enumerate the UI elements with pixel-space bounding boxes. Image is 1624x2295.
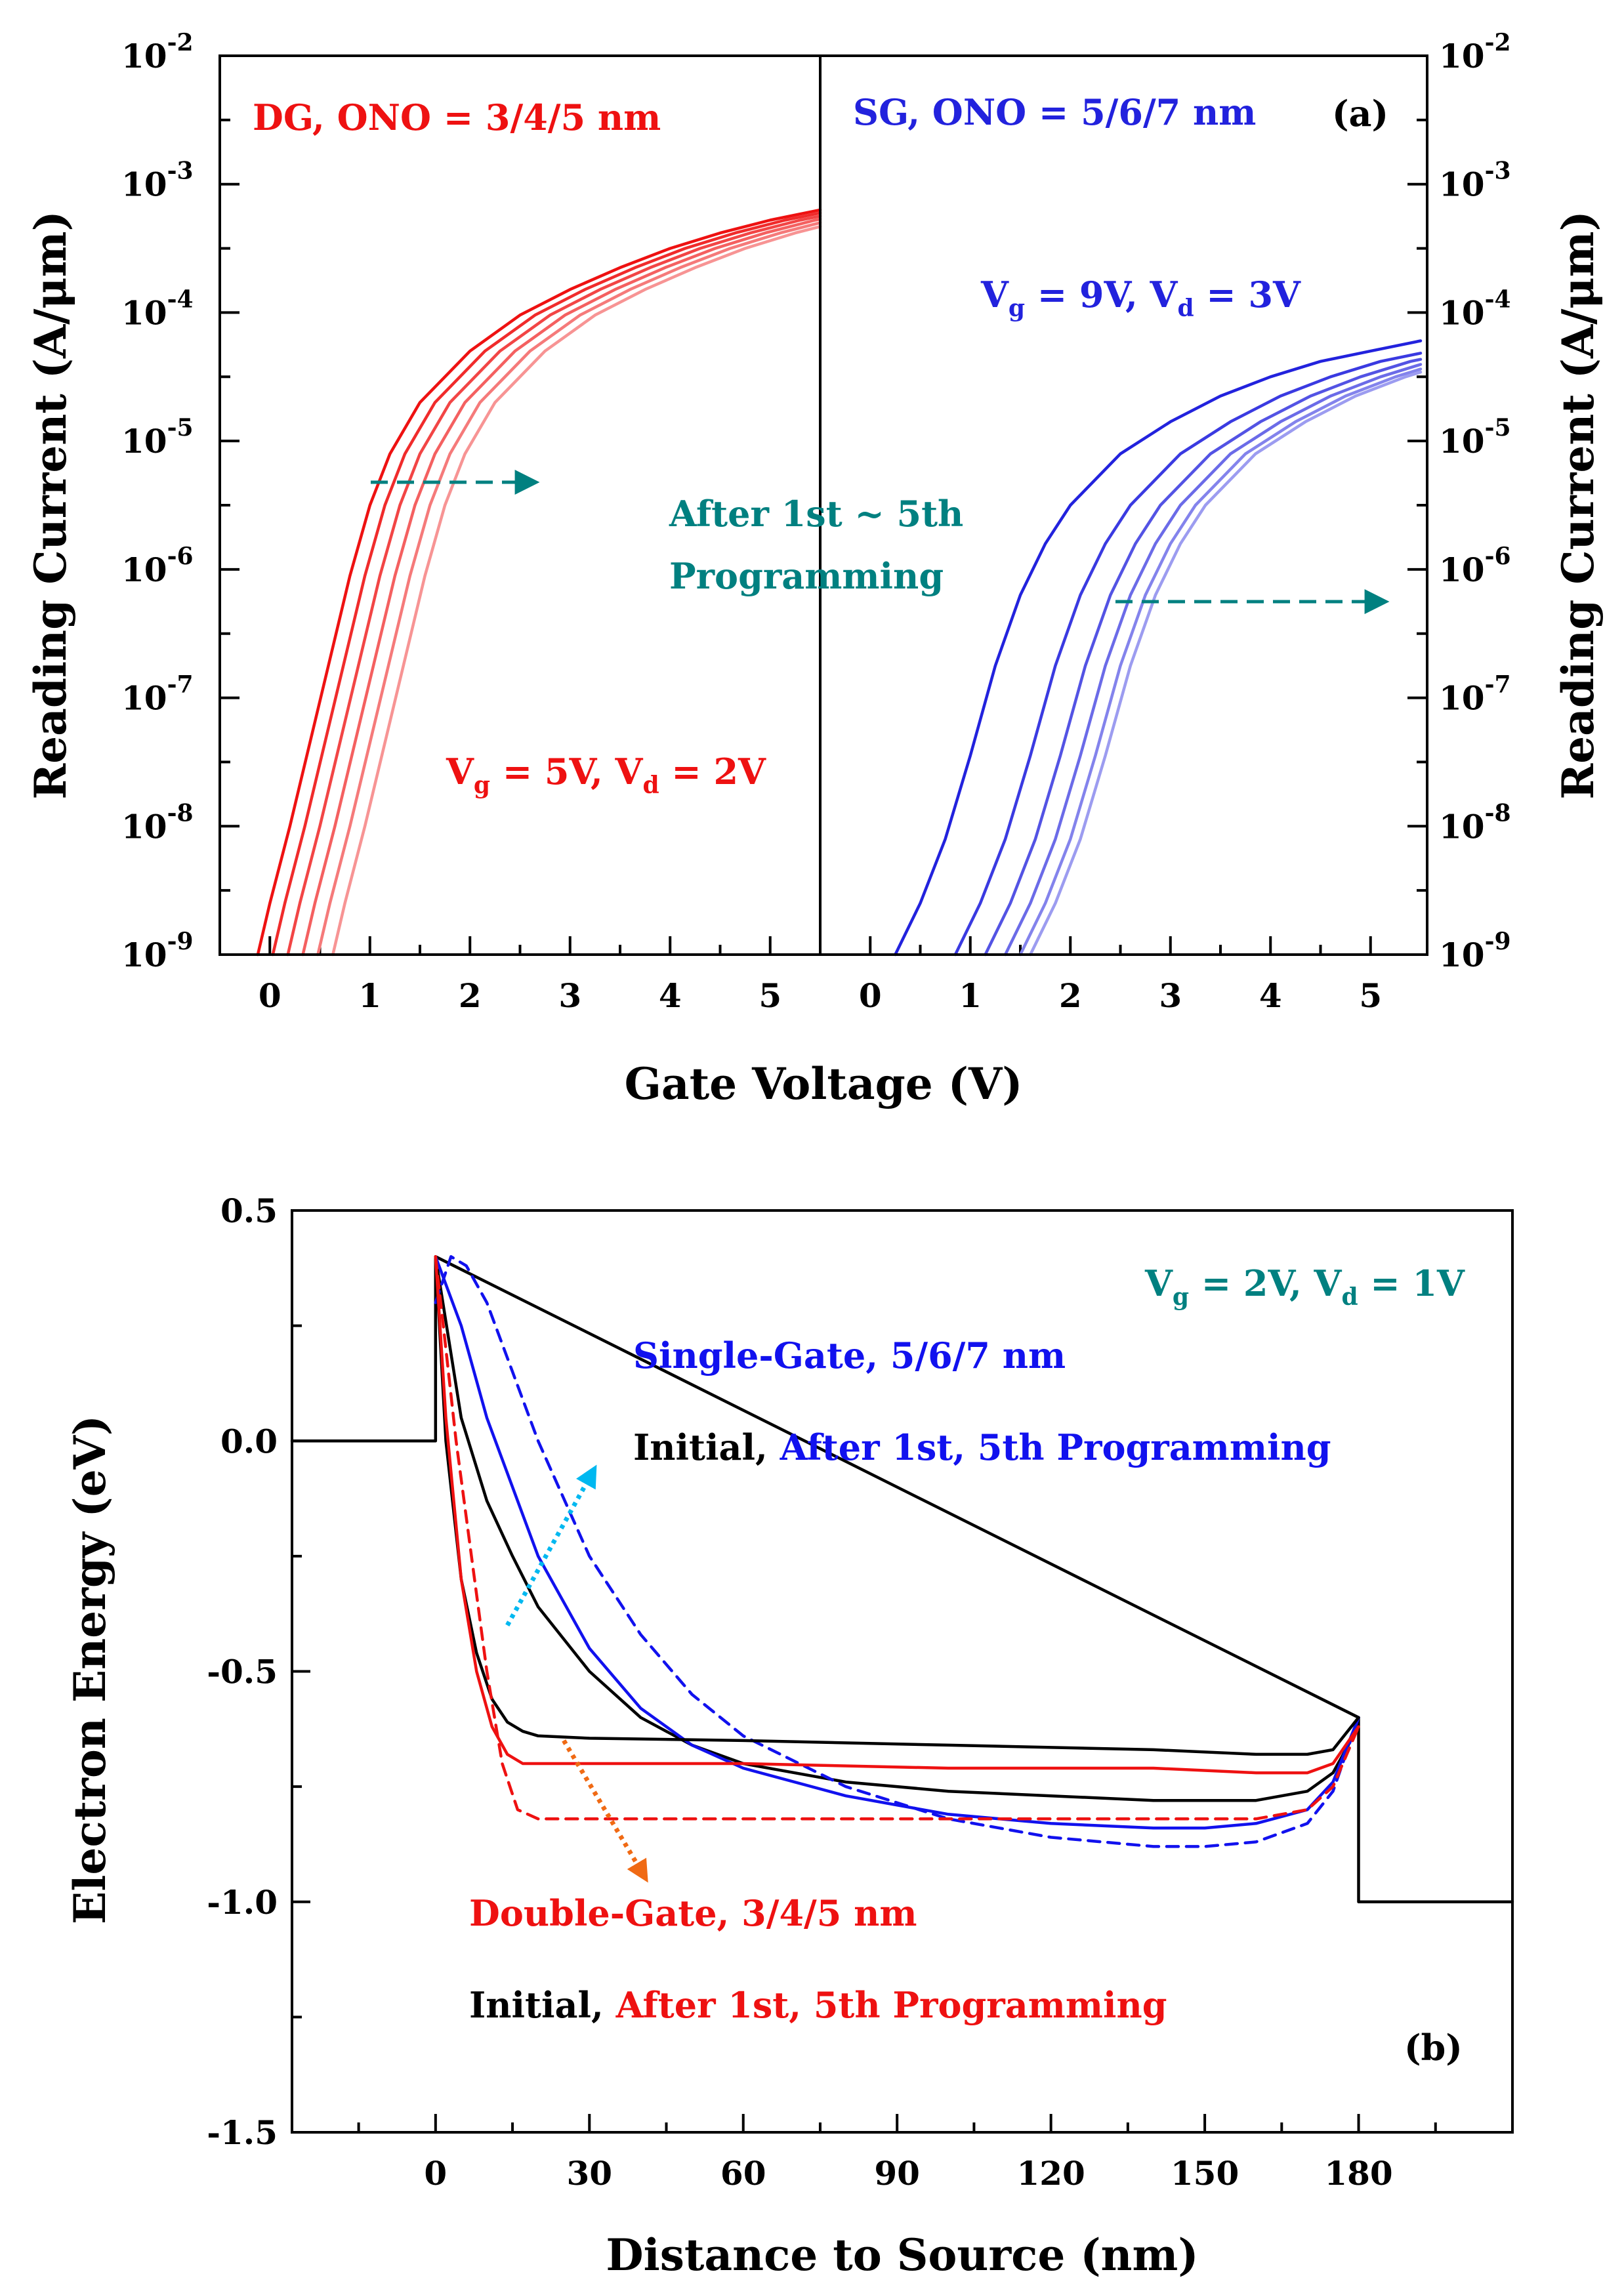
panel-a-ytick-label-right: 10-8 [1439,799,1511,846]
panel-a-axes: 10-9 10-9 10-8 10-8 10-7 10-7 10-6 10-6 10-5 10-5… [121,29,1511,1015]
panel-a-ytick-label-left: 10-4 [121,285,194,332]
panel-a-ytick-label-left: 10-6 [121,543,194,589]
panel-a-xtick-label: 5 [1359,976,1382,1015]
panel-a-frame [219,54,1428,956]
panel-a-dg-curve-2 [286,215,822,957]
panel-a-sg-curves [894,339,1423,957]
panel-b-ytick-label: 0.5 [220,1191,278,1230]
panel-a-xtick-label: 4 [659,976,682,1015]
panel-b-ytick-label: 0.0 [220,1422,278,1460]
panel-a-ytick-label-right: 10-6 [1439,543,1511,589]
panel-a-xtick-label: 0 [859,976,882,1015]
panel-a-xtick-label: 4 [1259,976,1282,1015]
panel-a-dg-curve-1 [271,211,822,957]
panel-a-xtick-label: 1 [959,976,982,1015]
panel-b-xtick-label: 60 [720,2154,766,2193]
panel-a-ytick-label-right: 10-9 [1439,928,1511,974]
panel-b-xtick-label: 0 [424,2154,447,2193]
panel-a-annotation-line2: Programming [669,555,944,597]
panel-b-ylabel: Electron Energy (eV) [64,1415,115,1924]
panel-b-axes: 0.5 0.0 -0.5 -1.0 -1.5 0 30 60 90 120 150 180 [207,1191,1437,2193]
panel-a: 10-9 10-9 10-8 10-8 10-7 10-7 10-6 10-6 10-5 10-5… [25,29,1604,1109]
panel-a-ytick-label-left: 10-3 [121,157,194,204]
panel-b-bias: Vg = 2V, Vd = 1V [1144,1262,1465,1311]
panel-b-xtick-label: 30 [566,2154,612,2193]
panel-a-sg-curve-4 [1018,367,1423,957]
panel-a-xtick-label: 5 [759,976,781,1015]
panel-a-ytick-label-right: 10-3 [1439,157,1511,204]
panel-b-ytick-label: -1.0 [207,1883,278,1922]
panel-a-xtick-label: 3 [558,976,581,1015]
panel-a-xtick-label: 0 [259,976,281,1015]
panel-b-xtick-label: 180 [1324,2154,1392,2193]
panel-a-ylabel-left: Reading Current (A/μm) [25,211,76,799]
panel-b-curve-5 [434,1255,1360,1775]
panel-b-sg-legend: Initial, After 1st, 5th Programming [633,1426,1331,1468]
panel-a-sg-curve-1 [953,352,1423,957]
panel-a-label: (a) [1332,93,1388,134]
panel-a-sg-device-label: SG, ONO = 5/6/7 nm [853,91,1256,133]
panel-a-ytick-label-left: 10-2 [121,29,194,75]
panel-a-ytick-label-right: 10-5 [1439,414,1511,461]
panel-a-xtick-label: 2 [1059,976,1082,1015]
panel-a-sg-curve-2 [984,358,1423,957]
panel-a-dg-device-label: DG, ONO = 3/4/5 nm [253,96,661,138]
panel-b-arrows [505,1464,648,1883]
panel-a-dg-curves [256,208,822,957]
panel-b-curve-4 [434,1255,1360,1756]
panel-b-curve-6 [434,1255,1360,1821]
panel-a-dg-bias: Vg = 5V, Vd = 2V [446,751,766,799]
panel-a-sg-curve-0 [894,339,1423,957]
panel-a-ylabel-right: Reading Current (A/μm) [1552,211,1604,799]
panel-b-curve-3 [434,1255,1360,1848]
panel-b-curves [290,1255,1514,1904]
panel-b-ytick-label: -0.5 [207,1653,278,1691]
panel-a-dg-curve-0 [256,208,822,957]
panel-b-dg-legend: Initial, After 1st, 5th Programming [469,1984,1167,2026]
panel-a-dg-curve-3 [301,217,822,957]
panel-a-annotation-line1: After 1st ~ 5th [669,493,963,535]
panel-a-sg-curve-3 [1003,363,1423,957]
panel-b-xlabel: Distance to Source (nm) [606,2229,1198,2281]
panel-a-xtick-label: 3 [1159,976,1182,1015]
panel-a-ytick-label-right: 10-7 [1439,671,1511,718]
panel-a-ytick-label-right: 10-2 [1439,29,1511,75]
panel-a-ytick-label-left: 10-9 [121,928,194,974]
panel-a-ytick-label-left: 10-5 [121,414,194,461]
panel-a-dg-curve-5 [331,225,822,957]
panel-b-frame [291,1209,1514,2134]
panel-a-sg-bias: Vg = 9V, Vd = 3V [980,274,1301,322]
panel-b-xtick-label: 90 [874,2154,920,2193]
panel-a-ytick-label-right: 10-4 [1439,285,1511,332]
panel-b-curve-2 [434,1255,1360,1830]
panel-b-curve-0 [290,1255,1514,1904]
panel-a-sg-curve-5 [1029,370,1423,957]
panel-b-shift-arrow-0 [505,1464,597,1626]
panel-a-ytick-label-left: 10-8 [121,799,194,846]
panel-b-sg-title: Single-Gate, 5/6/7 nm [633,1334,1066,1376]
panel-a-xtick-label: 2 [459,976,482,1015]
panel-a-ytick-label-left: 10-7 [121,671,194,718]
panel-b: 0.5 0.0 -0.5 -1.0 -1.5 0 30 60 90 120 150 180 Vg = … [64,1191,1514,2281]
panel-a-xlabel: Gate Voltage (V) [625,1058,1023,1109]
panel-b-xtick-label: 150 [1171,2154,1239,2193]
panel-b-shift-arrow-1 [562,1739,648,1883]
panel-a-dg-curve-4 [316,221,822,957]
panel-b-curve-1 [434,1255,1360,1802]
panel-b-label: (b) [1404,2027,1463,2069]
panel-b-ytick-label: -1.5 [207,2113,278,2152]
panel-b-xtick-label: 120 [1016,2154,1085,2193]
panel-b-dg-title: Double-Gate, 3/4/5 nm [469,1892,917,1934]
panel-a-xtick-label: 1 [358,976,381,1015]
